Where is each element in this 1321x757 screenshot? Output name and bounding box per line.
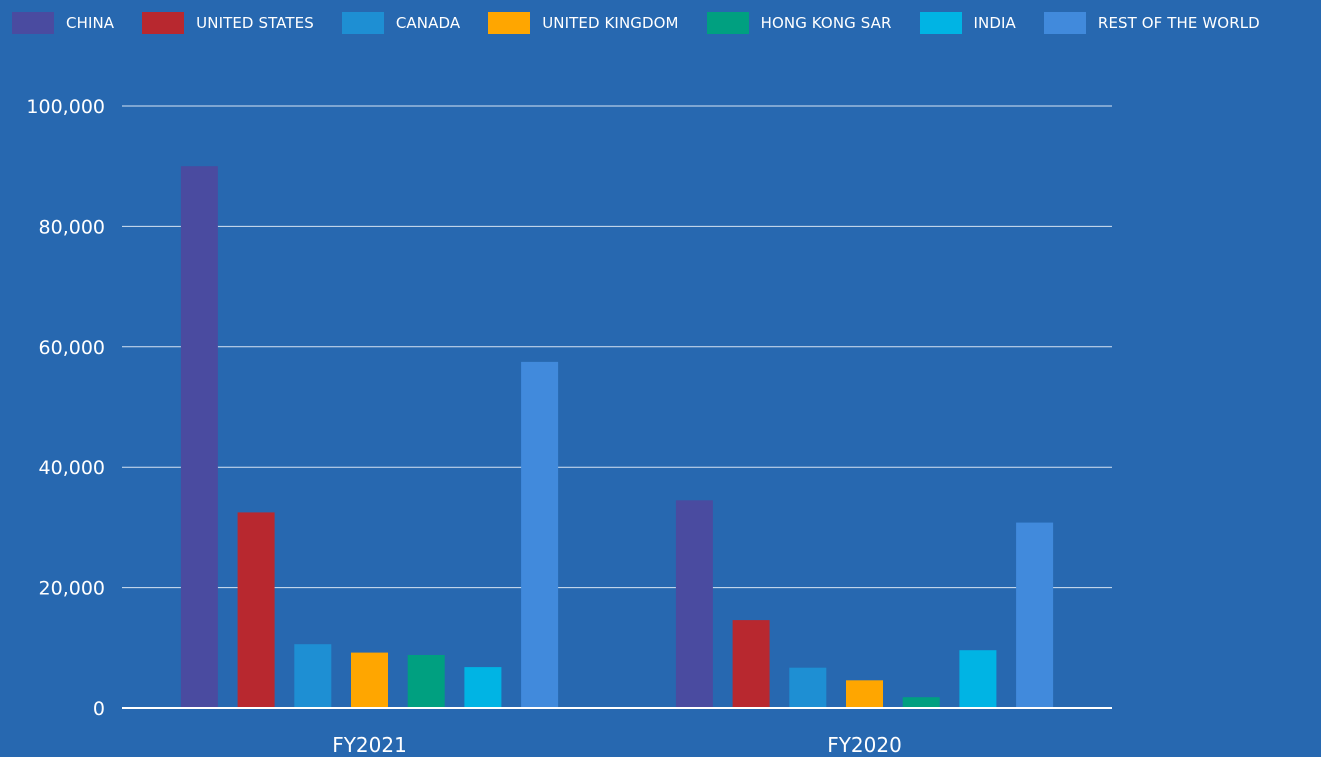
legend-label: CHINA	[66, 14, 115, 32]
bar	[1016, 522, 1054, 708]
legend-swatch	[341, 12, 384, 34]
legend-item: REST OF THE WORLD	[1043, 12, 1260, 34]
bars	[180, 166, 1054, 708]
x-tick-label: FY2021	[332, 733, 407, 757]
legend-item: INDIA	[919, 12, 1016, 34]
legend-swatch	[1043, 12, 1086, 34]
legend-label: HONG KONG SAR	[760, 14, 892, 32]
bar	[521, 361, 559, 708]
legend-swatch	[919, 12, 962, 34]
legend-label: UNITED STATES	[196, 14, 314, 32]
bar	[351, 652, 388, 708]
legend-label: INDIA	[973, 14, 1016, 32]
bar	[464, 667, 502, 708]
bar	[294, 644, 332, 708]
y-tick-label: 40,000	[39, 457, 105, 479]
y-tick-label: 60,000	[39, 337, 105, 359]
legend-item: HONG KONG SAR	[706, 12, 892, 34]
bar	[789, 667, 827, 708]
legend-item: UNITED KINGDOM	[488, 12, 679, 34]
legend-label: REST OF THE WORLD	[1097, 14, 1260, 32]
bar	[237, 512, 275, 708]
bar	[959, 650, 997, 708]
bar	[732, 620, 770, 708]
legend-item: CHINA	[12, 12, 114, 34]
legend-item: UNITED STATES	[142, 12, 314, 34]
y-tick-label: 20,000	[39, 578, 105, 600]
y-tick-label: 0	[93, 698, 105, 720]
y-tick-label: 80,000	[39, 216, 105, 238]
legend-swatch	[488, 12, 531, 34]
bar	[675, 500, 713, 708]
legend: CHINA UNITED STATES CANADA UNITED KINGDOM HO…	[12, 10, 1321, 36]
bar	[902, 697, 940, 708]
legend-swatch	[142, 12, 185, 34]
legend-swatch	[12, 12, 54, 34]
legend-swatch	[706, 12, 749, 34]
bar	[846, 680, 883, 708]
legend-label: UNITED KINGDOM	[542, 14, 679, 32]
axes: 0 20,000 40,000 60,000 80,000 100,000 FY2021 FY…	[26, 96, 1112, 757]
x-tick-label: FY2020	[827, 733, 902, 757]
legend-label: CANADA	[395, 14, 461, 32]
bar	[180, 166, 218, 708]
y-tick-label: 100,000	[26, 96, 105, 118]
bar	[407, 655, 445, 708]
gridlines	[122, 105, 1112, 589]
legend-item: CANADA	[341, 12, 461, 34]
